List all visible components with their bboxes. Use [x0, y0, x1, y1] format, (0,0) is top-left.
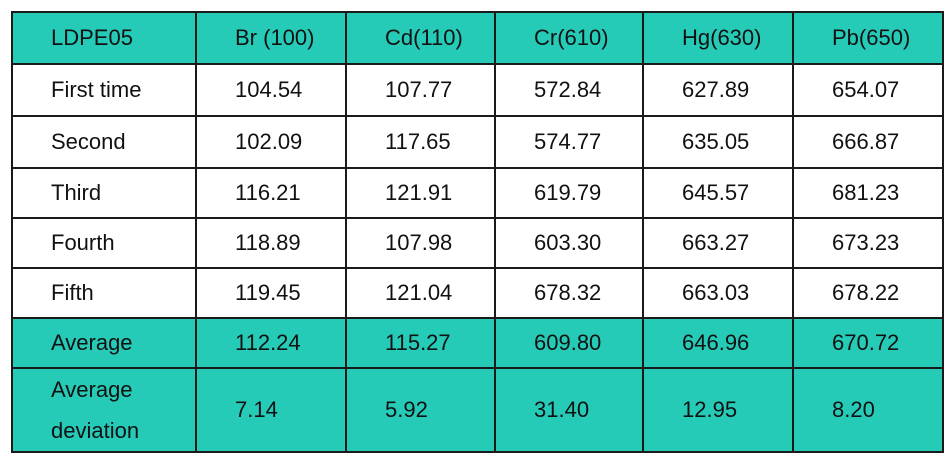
header-cell: Pb(650) [792, 11, 944, 65]
table-cell: 121.04 [345, 267, 496, 319]
row-label: First time [11, 63, 197, 117]
table-cell: 102.09 [195, 115, 347, 169]
data-table: LDPE05 Br (100) Cd(110) Cr(610) Hg(630) … [11, 11, 944, 453]
table-cell: 8.20 [792, 367, 944, 453]
deviation-row: Average deviation 7.14 5.92 31.40 12.95 … [11, 367, 944, 453]
header-cell: Hg(630) [642, 11, 794, 65]
table-cell: 663.03 [642, 267, 794, 319]
table-cell: 119.45 [195, 267, 347, 319]
row-label-line: deviation [51, 418, 140, 443]
table-cell: 574.77 [494, 115, 644, 169]
table-cell: 666.87 [792, 115, 944, 169]
table-row: Fourth 118.89 107.98 603.30 663.27 673.2… [11, 217, 944, 269]
header-cell: Cr(610) [494, 11, 644, 65]
table-cell: 603.30 [494, 217, 644, 269]
table-cell: 572.84 [494, 63, 644, 117]
table-cell: 678.32 [494, 267, 644, 319]
table-cell: 654.07 [792, 63, 944, 117]
table-cell: 7.14 [195, 367, 347, 453]
table-cell: 104.54 [195, 63, 347, 117]
table-cell: 681.23 [792, 167, 944, 219]
table-cell: 121.91 [345, 167, 496, 219]
row-label: Fourth [11, 217, 197, 269]
table-cell: 112.24 [195, 317, 347, 369]
table-cell: 619.79 [494, 167, 644, 219]
header-cell: Cd(110) [345, 11, 496, 65]
table-cell: 107.98 [345, 217, 496, 269]
header-cell: LDPE05 [11, 11, 197, 65]
table-cell: 663.27 [642, 217, 794, 269]
row-label-line: Average [51, 377, 133, 402]
table-row: Second 102.09 117.65 574.77 635.05 666.8… [11, 115, 944, 169]
row-label: Average deviation [11, 367, 197, 453]
table-row: First time 104.54 107.77 572.84 627.89 6… [11, 63, 944, 117]
table-cell: 118.89 [195, 217, 347, 269]
table-cell: 12.95 [642, 367, 794, 453]
table-cell: 678.22 [792, 267, 944, 319]
table-row: Third 116.21 121.91 619.79 645.57 681.23 [11, 167, 944, 219]
header-cell: Br (100) [195, 11, 347, 65]
table-cell: 645.57 [642, 167, 794, 219]
table-cell: 609.80 [494, 317, 644, 369]
table-cell: 117.65 [345, 115, 496, 169]
table-cell: 115.27 [345, 317, 496, 369]
row-label: Second [11, 115, 197, 169]
row-label: Third [11, 167, 197, 219]
table-cell: 646.96 [642, 317, 794, 369]
table-cell: 116.21 [195, 167, 347, 219]
row-label: Fifth [11, 267, 197, 319]
table-row: Fifth 119.45 121.04 678.32 663.03 678.22 [11, 267, 944, 319]
row-label: Average [11, 317, 197, 369]
table-cell: 5.92 [345, 367, 496, 453]
table-cell: 670.72 [792, 317, 944, 369]
table-cell: 107.77 [345, 63, 496, 117]
table-cell: 673.23 [792, 217, 944, 269]
average-row: Average 112.24 115.27 609.80 646.96 670.… [11, 317, 944, 369]
header-row: LDPE05 Br (100) Cd(110) Cr(610) Hg(630) … [11, 11, 944, 65]
table-cell: 31.40 [494, 367, 644, 453]
table-cell: 635.05 [642, 115, 794, 169]
table-cell: 627.89 [642, 63, 794, 117]
